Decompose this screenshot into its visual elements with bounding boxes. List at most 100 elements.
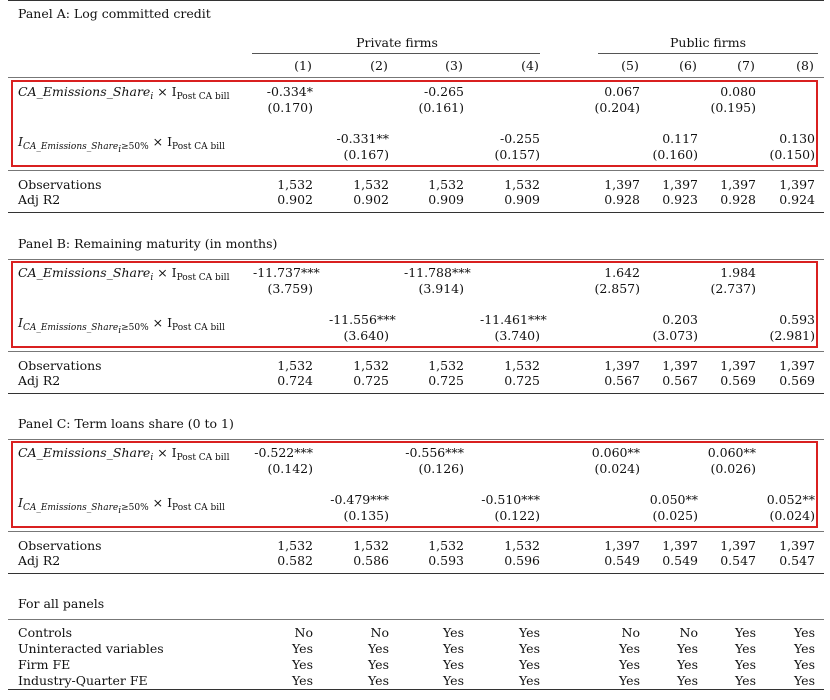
r2-cell: 0.549 bbox=[604, 553, 640, 568]
var-name: CA_Emissions_Share bbox=[18, 265, 151, 280]
coef-cell: -11.556*** bbox=[329, 312, 396, 327]
coef-cell: 0.117 bbox=[662, 131, 698, 146]
footer-cell: Yes bbox=[735, 625, 756, 640]
table-rule bbox=[8, 619, 824, 620]
obs-cell: 1,397 bbox=[779, 177, 815, 192]
var-cond: ≥50% bbox=[121, 323, 149, 333]
footer-title: For all panels bbox=[18, 596, 105, 611]
var-sub: CA_Emissions_Share bbox=[22, 323, 119, 333]
footer-cell: Yes bbox=[368, 673, 389, 688]
obs-cell: 1,532 bbox=[428, 177, 464, 192]
highlight-box bbox=[11, 441, 818, 528]
coef-cell: 0.067 bbox=[604, 84, 640, 99]
table-rule bbox=[8, 351, 824, 352]
r2-cell: 0.725 bbox=[504, 373, 540, 388]
column-header: (4) bbox=[521, 58, 539, 73]
var-op: × I bbox=[152, 495, 173, 510]
var-sub: i bbox=[150, 92, 154, 102]
se-cell: (0.122) bbox=[494, 508, 540, 523]
column-header: (1) bbox=[294, 58, 312, 73]
footer-row-label: Controls bbox=[18, 625, 73, 640]
obs-cell: 1,397 bbox=[604, 538, 640, 553]
var-sub: CA_Emissions_Share bbox=[22, 142, 119, 152]
obs-cell: 1,532 bbox=[353, 177, 389, 192]
column-header: (5) bbox=[621, 58, 639, 73]
footer-cell: Yes bbox=[794, 641, 815, 656]
coef-cell: 0.052** bbox=[766, 492, 815, 507]
obs-cell: 1,397 bbox=[662, 177, 698, 192]
panel-title: Panel A: Log committed credit bbox=[18, 6, 211, 21]
var-op: × I bbox=[157, 445, 177, 460]
coef-cell: 0.080 bbox=[720, 84, 756, 99]
var-post: Post CA bill bbox=[176, 453, 230, 463]
footer-cell: Yes bbox=[619, 657, 640, 672]
var-sub: i bbox=[150, 453, 154, 463]
table-rule bbox=[8, 573, 824, 574]
se-cell: (0.150) bbox=[769, 147, 815, 162]
obs-cell: 1,397 bbox=[779, 538, 815, 553]
footer-cell: No bbox=[621, 625, 640, 640]
stat-label-observations: Observations bbox=[18, 177, 102, 192]
obs-cell: 1,532 bbox=[428, 538, 464, 553]
column-header: (7) bbox=[737, 58, 755, 73]
highlight-box bbox=[11, 80, 818, 167]
obs-cell: 1,397 bbox=[604, 177, 640, 192]
group-underline-public bbox=[598, 53, 818, 54]
footer-cell: Yes bbox=[735, 641, 756, 656]
var-prefix: I bbox=[18, 495, 23, 510]
var-op: × I bbox=[152, 134, 173, 149]
se-cell: (0.160) bbox=[652, 147, 698, 162]
footer-cell: Yes bbox=[794, 625, 815, 640]
stat-label-observations: Observations bbox=[18, 538, 102, 553]
footer-cell: Yes bbox=[519, 641, 540, 656]
footer-cell: Yes bbox=[519, 625, 540, 640]
footer-cell: Yes bbox=[443, 641, 464, 656]
se-cell: (3.740) bbox=[494, 328, 540, 343]
footer-cell: Yes bbox=[619, 641, 640, 656]
obs-cell: 1,532 bbox=[277, 358, 313, 373]
column-header: (2) bbox=[370, 58, 388, 73]
r2-cell: 0.586 bbox=[353, 553, 389, 568]
var-label-emissions-indicator: ICA_Emissions_Sharei≥50% × IPost CA bill bbox=[18, 134, 225, 155]
table-rule bbox=[8, 531, 824, 532]
footer-cell: Yes bbox=[292, 673, 313, 688]
table-rule bbox=[8, 689, 824, 690]
var-label-emissions-share: CA_Emissions_Sharei × IPost CA bill bbox=[18, 84, 229, 102]
r2-cell: 0.547 bbox=[720, 553, 756, 568]
r2-cell: 0.724 bbox=[277, 373, 313, 388]
stat-label-adj-r2: Adj R2 bbox=[18, 553, 61, 568]
se-cell: (3.759) bbox=[267, 281, 313, 296]
var-post: Post CA bill bbox=[172, 323, 225, 333]
footer-cell: Yes bbox=[443, 625, 464, 640]
footer-cell: No bbox=[294, 625, 313, 640]
column-header: (8) bbox=[796, 58, 814, 73]
table-rule bbox=[8, 170, 824, 171]
r2-cell: 0.928 bbox=[604, 192, 640, 207]
var-label-emissions-share: CA_Emissions_Sharei × IPost CA bill bbox=[18, 445, 229, 463]
footer-cell: Yes bbox=[443, 673, 464, 688]
var-subi: i bbox=[118, 326, 122, 336]
footer-cell: Yes bbox=[735, 657, 756, 672]
r2-cell: 0.725 bbox=[353, 373, 389, 388]
var-label-emissions-indicator: ICA_Emissions_Sharei≥50% × IPost CA bill bbox=[18, 495, 225, 516]
r2-cell: 0.567 bbox=[604, 373, 640, 388]
obs-cell: 1,532 bbox=[277, 538, 313, 553]
coef-cell: -11.461*** bbox=[480, 312, 547, 327]
se-cell: (0.157) bbox=[494, 147, 540, 162]
footer-cell: Yes bbox=[677, 657, 698, 672]
var-prefix: I bbox=[18, 315, 23, 330]
r2-cell: 0.569 bbox=[720, 373, 756, 388]
r2-cell: 0.547 bbox=[779, 553, 815, 568]
coef-cell: -0.265 bbox=[423, 84, 464, 99]
footer-cell: Yes bbox=[519, 657, 540, 672]
panel-title: Panel C: Term loans share (0 to 1) bbox=[18, 416, 234, 431]
r2-cell: 0.923 bbox=[662, 192, 698, 207]
obs-cell: 1,532 bbox=[277, 177, 313, 192]
se-cell: (0.126) bbox=[418, 461, 464, 476]
coef-cell: -11.737*** bbox=[253, 265, 320, 280]
coef-cell: 0.593 bbox=[779, 312, 815, 327]
r2-cell: 0.909 bbox=[428, 192, 464, 207]
obs-cell: 1,532 bbox=[504, 358, 540, 373]
footer-row-label: Uninteracted variables bbox=[18, 641, 164, 656]
coef-cell: 1.984 bbox=[720, 265, 756, 280]
